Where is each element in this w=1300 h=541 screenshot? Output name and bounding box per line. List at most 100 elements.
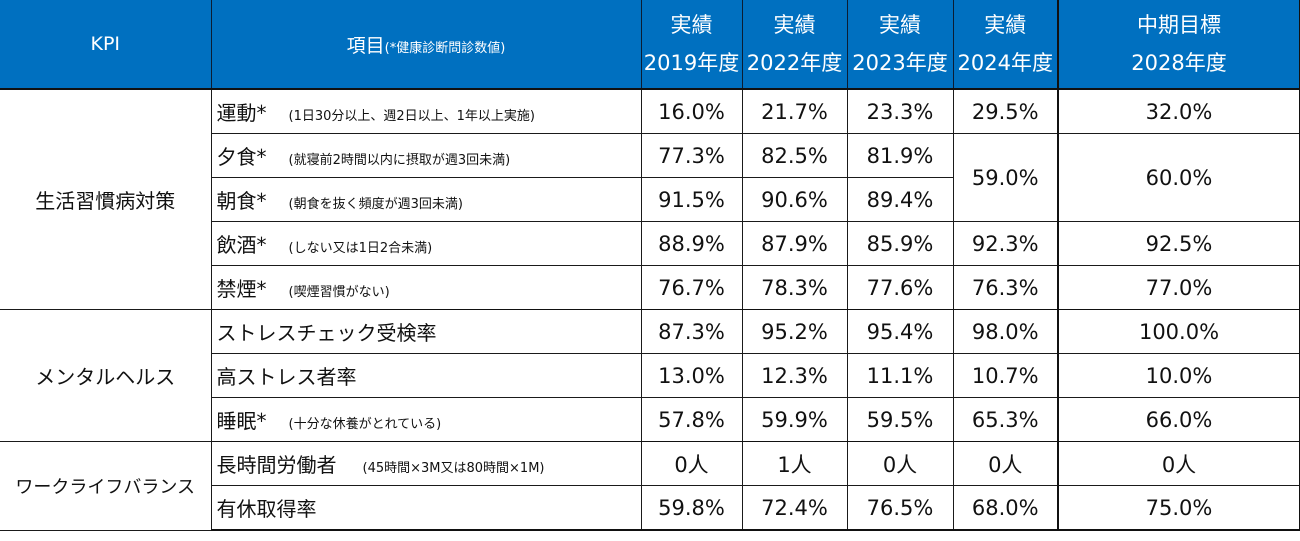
category-lifestyle: 生活習慣病対策 — [0, 88, 212, 310]
table-row: 夕食* (就寝前2時間以内に摂取が週3回未満) 77.3% 82.5% 81.9%… — [0, 133, 1300, 222]
value-2023: 77.6% — [846, 265, 954, 310]
value-2028-target: 75.0% — [1057, 485, 1300, 531]
item-cell: 運動* (1日30分以上、週2日以上、1年以上実施) — [210, 88, 642, 134]
value-2019: 76.7% — [640, 265, 743, 310]
value-2028-target: 0人 — [1057, 441, 1300, 486]
item-note: (1日30分以上、週2日以上、1年以上実施) — [288, 109, 536, 124]
header-2022-year: 2022年度 — [746, 51, 843, 75]
header-2024-year: 2024年度 — [957, 51, 1053, 75]
value-2023: 89.4% — [846, 177, 954, 222]
item-note: (十分な休養がとれている) — [288, 417, 442, 432]
item-cell: 有休取得率 — [210, 485, 642, 531]
category-work-life-balance: ワークライフバランス — [0, 441, 212, 531]
value-2024: 68.0% — [952, 485, 1059, 531]
header-2022-top: 実績 — [773, 13, 816, 37]
value-2022: 82.5% — [741, 133, 848, 178]
value-2019: 13.0% — [640, 353, 743, 398]
table-row: 有休取得率 59.8% 72.4% 76.5% 68.0% 75.0% — [0, 485, 1300, 531]
item-label: 禁煙* — [216, 277, 267, 301]
value-2022: 21.7% — [741, 88, 848, 134]
value-2019: 87.3% — [640, 309, 743, 354]
category-mental-health: メンタルヘルス — [0, 309, 212, 442]
item-note: (朝食を抜く頻度が週3回未満) — [288, 197, 463, 212]
item-label: 運動* — [216, 101, 267, 125]
header-2019: 実績 2019年度 — [640, 0, 743, 90]
value-2028-target: 92.5% — [1057, 221, 1300, 266]
table-row: 飲酒* (しない又は1日2合未満) 88.9% 87.9% 85.9% 92.3%… — [0, 221, 1300, 266]
value-2022: 1人 — [741, 441, 848, 486]
value-2023: 23.3% — [846, 88, 954, 134]
header-2028-year: 2028年度 — [1131, 51, 1227, 75]
value-2024: 76.3% — [952, 265, 1059, 310]
item-cell: 禁煙* (喫煙習慣がない) — [210, 265, 642, 310]
value-2019: 16.0% — [640, 88, 743, 134]
item-cell: 夕食* (就寝前2時間以内に摂取が週3回未満) — [210, 133, 642, 178]
value-2024: 10.7% — [952, 353, 1059, 398]
value-2028-merged-meal: 60.0% — [1057, 133, 1300, 222]
header-2022: 実績 2022年度 — [741, 0, 848, 90]
header-2023-top: 実績 — [879, 13, 921, 37]
value-2022: 72.4% — [741, 485, 848, 531]
header-item-label: 項目 — [346, 34, 385, 57]
header-row: KPI 項目(*健康診断問診数値) 実績 2019年度 実績 2022年度 実績 20… — [0, 0, 1300, 90]
item-label: 睡眠* — [216, 409, 267, 433]
value-2023: 76.5% — [846, 485, 954, 531]
value-2022: 78.3% — [741, 265, 848, 310]
item-label: 長時間労働者 — [216, 453, 337, 477]
item-cell: 高ストレス者率 — [210, 353, 642, 398]
value-2019: 57.8% — [640, 397, 743, 442]
value-2023: 85.9% — [846, 221, 954, 266]
value-2023: 81.9% — [846, 133, 954, 178]
table-row: 朝食* (朝食を抜く頻度が週3回未満) 91.5% 90.6% 89.4% — [0, 177, 1300, 222]
value-2028-target: 100.0% — [1057, 309, 1300, 354]
value-2024: 92.3% — [952, 221, 1059, 266]
item-label: 有休取得率 — [216, 497, 317, 521]
item-note: (喫煙習慣がない) — [288, 285, 390, 300]
value-2023: 59.5% — [846, 397, 954, 442]
value-2024: 29.5% — [952, 88, 1059, 134]
header-2028-target: 中期目標 2028年度 — [1057, 0, 1300, 90]
table-row: 高ストレス者率 13.0% 12.3% 11.1% 10.7% 10.0% — [0, 353, 1300, 398]
item-cell: 睡眠* (十分な休養がとれている) — [210, 397, 642, 442]
header-2024: 実績 2024年度 — [952, 0, 1059, 90]
item-note: (就寝前2時間以内に摂取が週3回未満) — [288, 153, 511, 168]
value-2019: 0人 — [640, 441, 743, 486]
header-kpi: KPI — [0, 0, 212, 90]
value-2022: 12.3% — [741, 353, 848, 398]
item-label: 夕食* — [216, 145, 267, 169]
header-2023: 実績 2023年度 — [846, 0, 954, 90]
value-2022: 90.6% — [741, 177, 848, 222]
item-label: 朝食* — [216, 189, 267, 213]
value-2019: 77.3% — [640, 133, 743, 178]
value-2028-target: 77.0% — [1057, 265, 1300, 310]
item-label: 飲酒* — [216, 233, 267, 257]
value-2028-target: 10.0% — [1057, 353, 1300, 398]
value-2019: 91.5% — [640, 177, 743, 222]
value-2024: 65.3% — [952, 397, 1059, 442]
value-2024-merged-meal: 59.0% — [952, 133, 1059, 222]
item-label: 高ストレス者率 — [216, 365, 357, 389]
value-2024: 98.0% — [952, 309, 1059, 354]
header-2019-year: 2019年度 — [643, 51, 740, 75]
item-note: (45時間×3M又は80時間×1M) — [362, 461, 545, 476]
item-cell: 長時間労働者 (45時間×3M又は80時間×1M) — [210, 441, 642, 486]
value-2028-target: 32.0% — [1057, 88, 1300, 134]
header-2023-year: 2023年度 — [852, 51, 948, 75]
item-note: (しない又は1日2合未満) — [288, 241, 433, 256]
value-2023: 11.1% — [846, 353, 954, 398]
value-2022: 95.2% — [741, 309, 848, 354]
item-label: ストレスチェック受検率 — [216, 321, 437, 345]
value-2023: 95.4% — [846, 309, 954, 354]
header-2028-top: 中期目標 — [1137, 13, 1221, 37]
value-2022: 59.9% — [741, 397, 848, 442]
value-2024: 0人 — [952, 441, 1059, 486]
value-2019: 59.8% — [640, 485, 743, 531]
header-2024-top: 実績 — [984, 13, 1027, 37]
header-item-note: (*健康診断問診数値) — [384, 40, 506, 56]
value-2022: 87.9% — [741, 221, 848, 266]
item-cell: 朝食* (朝食を抜く頻度が週3回未満) — [210, 177, 642, 222]
header-item: 項目(*健康診断問診数値) — [210, 0, 642, 90]
item-cell: ストレスチェック受検率 — [210, 309, 642, 354]
header-2019-top: 実績 — [670, 13, 713, 37]
